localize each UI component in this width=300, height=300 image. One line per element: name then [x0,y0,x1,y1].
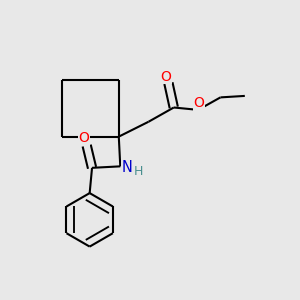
Text: O: O [160,70,172,84]
Text: N: N [122,160,132,175]
Text: O: O [78,131,89,146]
Text: H: H [134,165,143,178]
Text: O: O [193,96,204,110]
